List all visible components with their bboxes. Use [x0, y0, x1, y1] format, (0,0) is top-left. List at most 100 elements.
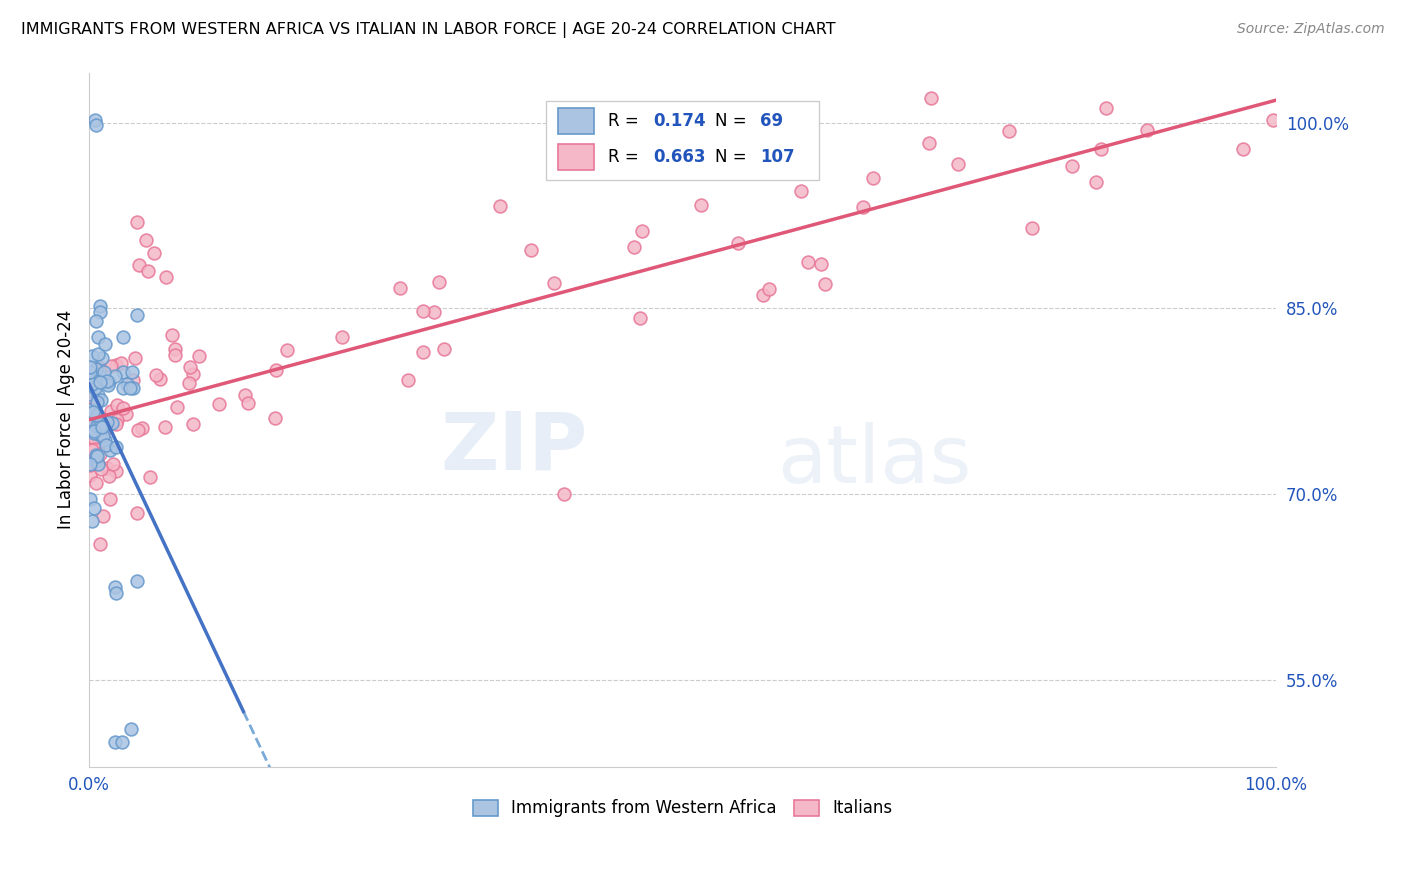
- Point: [86, 419, 108, 434]
- Point: [105, 413, 128, 427]
- Point: [104, 464, 127, 478]
- Point: [810, 257, 832, 271]
- Point: [79, 457, 101, 471]
- Point: [89, 361, 111, 376]
- Point: [84, 439, 107, 453]
- Point: [143, 245, 166, 260]
- Point: [105, 417, 128, 431]
- Point: [111, 735, 134, 749]
- Point: [112, 401, 135, 415]
- Point: [155, 270, 177, 285]
- Point: [89, 447, 111, 461]
- Point: [89, 368, 111, 383]
- Point: [89, 413, 111, 427]
- Point: [623, 240, 645, 254]
- Point: [104, 440, 127, 454]
- Point: [920, 91, 942, 105]
- Point: [114, 407, 136, 421]
- Point: [104, 369, 127, 384]
- Point: [162, 327, 184, 342]
- Point: [87, 388, 110, 402]
- Point: [94, 438, 117, 452]
- Point: [98, 469, 121, 483]
- Point: [423, 305, 446, 319]
- Point: [89, 305, 111, 319]
- Point: [796, 255, 818, 269]
- Point: [96, 375, 118, 389]
- Point: [87, 418, 110, 433]
- Point: [94, 433, 117, 447]
- Point: [84, 420, 107, 434]
- Point: [96, 415, 118, 429]
- Text: ZIP: ZIP: [440, 409, 588, 486]
- Point: [432, 342, 454, 356]
- Point: [87, 458, 110, 472]
- Point: [79, 386, 101, 401]
- Point: [125, 574, 148, 588]
- Point: [89, 299, 111, 313]
- Point: [238, 395, 260, 409]
- Text: R =: R =: [607, 112, 644, 130]
- Point: [89, 419, 111, 434]
- Point: [101, 417, 124, 431]
- Point: [149, 371, 172, 385]
- Point: [135, 233, 157, 247]
- Point: [79, 360, 101, 375]
- Text: 107: 107: [759, 148, 794, 166]
- Point: [1090, 142, 1112, 156]
- Point: [84, 448, 107, 462]
- Point: [208, 397, 231, 411]
- Point: [918, 136, 941, 150]
- Point: [94, 437, 117, 451]
- Point: [104, 735, 127, 749]
- Point: [89, 428, 111, 442]
- Point: [86, 346, 108, 360]
- Point: [181, 417, 204, 432]
- Point: [187, 349, 209, 363]
- Text: 0.174: 0.174: [652, 112, 706, 130]
- Point: [83, 442, 105, 457]
- Point: [727, 236, 749, 251]
- Point: [412, 304, 434, 318]
- Point: [1232, 142, 1254, 156]
- Point: [138, 264, 160, 278]
- Point: [177, 376, 200, 391]
- Point: [163, 348, 186, 362]
- Point: [89, 434, 111, 449]
- Point: [83, 368, 105, 382]
- Point: [91, 508, 114, 523]
- Point: [122, 373, 145, 387]
- Point: [86, 330, 108, 344]
- Point: [84, 436, 107, 450]
- Point: [80, 453, 103, 467]
- Point: [1136, 123, 1159, 137]
- Point: [1062, 159, 1084, 173]
- Point: [120, 381, 142, 395]
- Point: [264, 362, 287, 376]
- Point: [166, 400, 188, 414]
- Point: [83, 431, 105, 445]
- Point: [790, 184, 813, 198]
- Point: [82, 442, 104, 457]
- FancyBboxPatch shape: [558, 144, 593, 170]
- Point: [82, 514, 104, 528]
- Point: [752, 288, 775, 302]
- Point: [84, 424, 107, 438]
- Text: Source: ZipAtlas.com: Source: ZipAtlas.com: [1237, 22, 1385, 37]
- FancyBboxPatch shape: [546, 101, 820, 180]
- Point: [127, 423, 149, 437]
- Point: [121, 365, 143, 379]
- Point: [758, 283, 780, 297]
- Point: [83, 500, 105, 515]
- Point: [163, 342, 186, 356]
- Point: [412, 345, 434, 359]
- Point: [80, 376, 103, 391]
- Point: [84, 118, 107, 132]
- Point: [87, 411, 110, 425]
- Point: [79, 438, 101, 452]
- Point: [82, 349, 104, 363]
- Point: [84, 314, 107, 328]
- Point: [90, 420, 112, 434]
- Text: IMMIGRANTS FROM WESTERN AFRICA VS ITALIAN IN LABOR FORCE | AGE 20-24 CORRELATION: IMMIGRANTS FROM WESTERN AFRICA VS ITALIA…: [21, 22, 835, 38]
- Point: [112, 365, 135, 379]
